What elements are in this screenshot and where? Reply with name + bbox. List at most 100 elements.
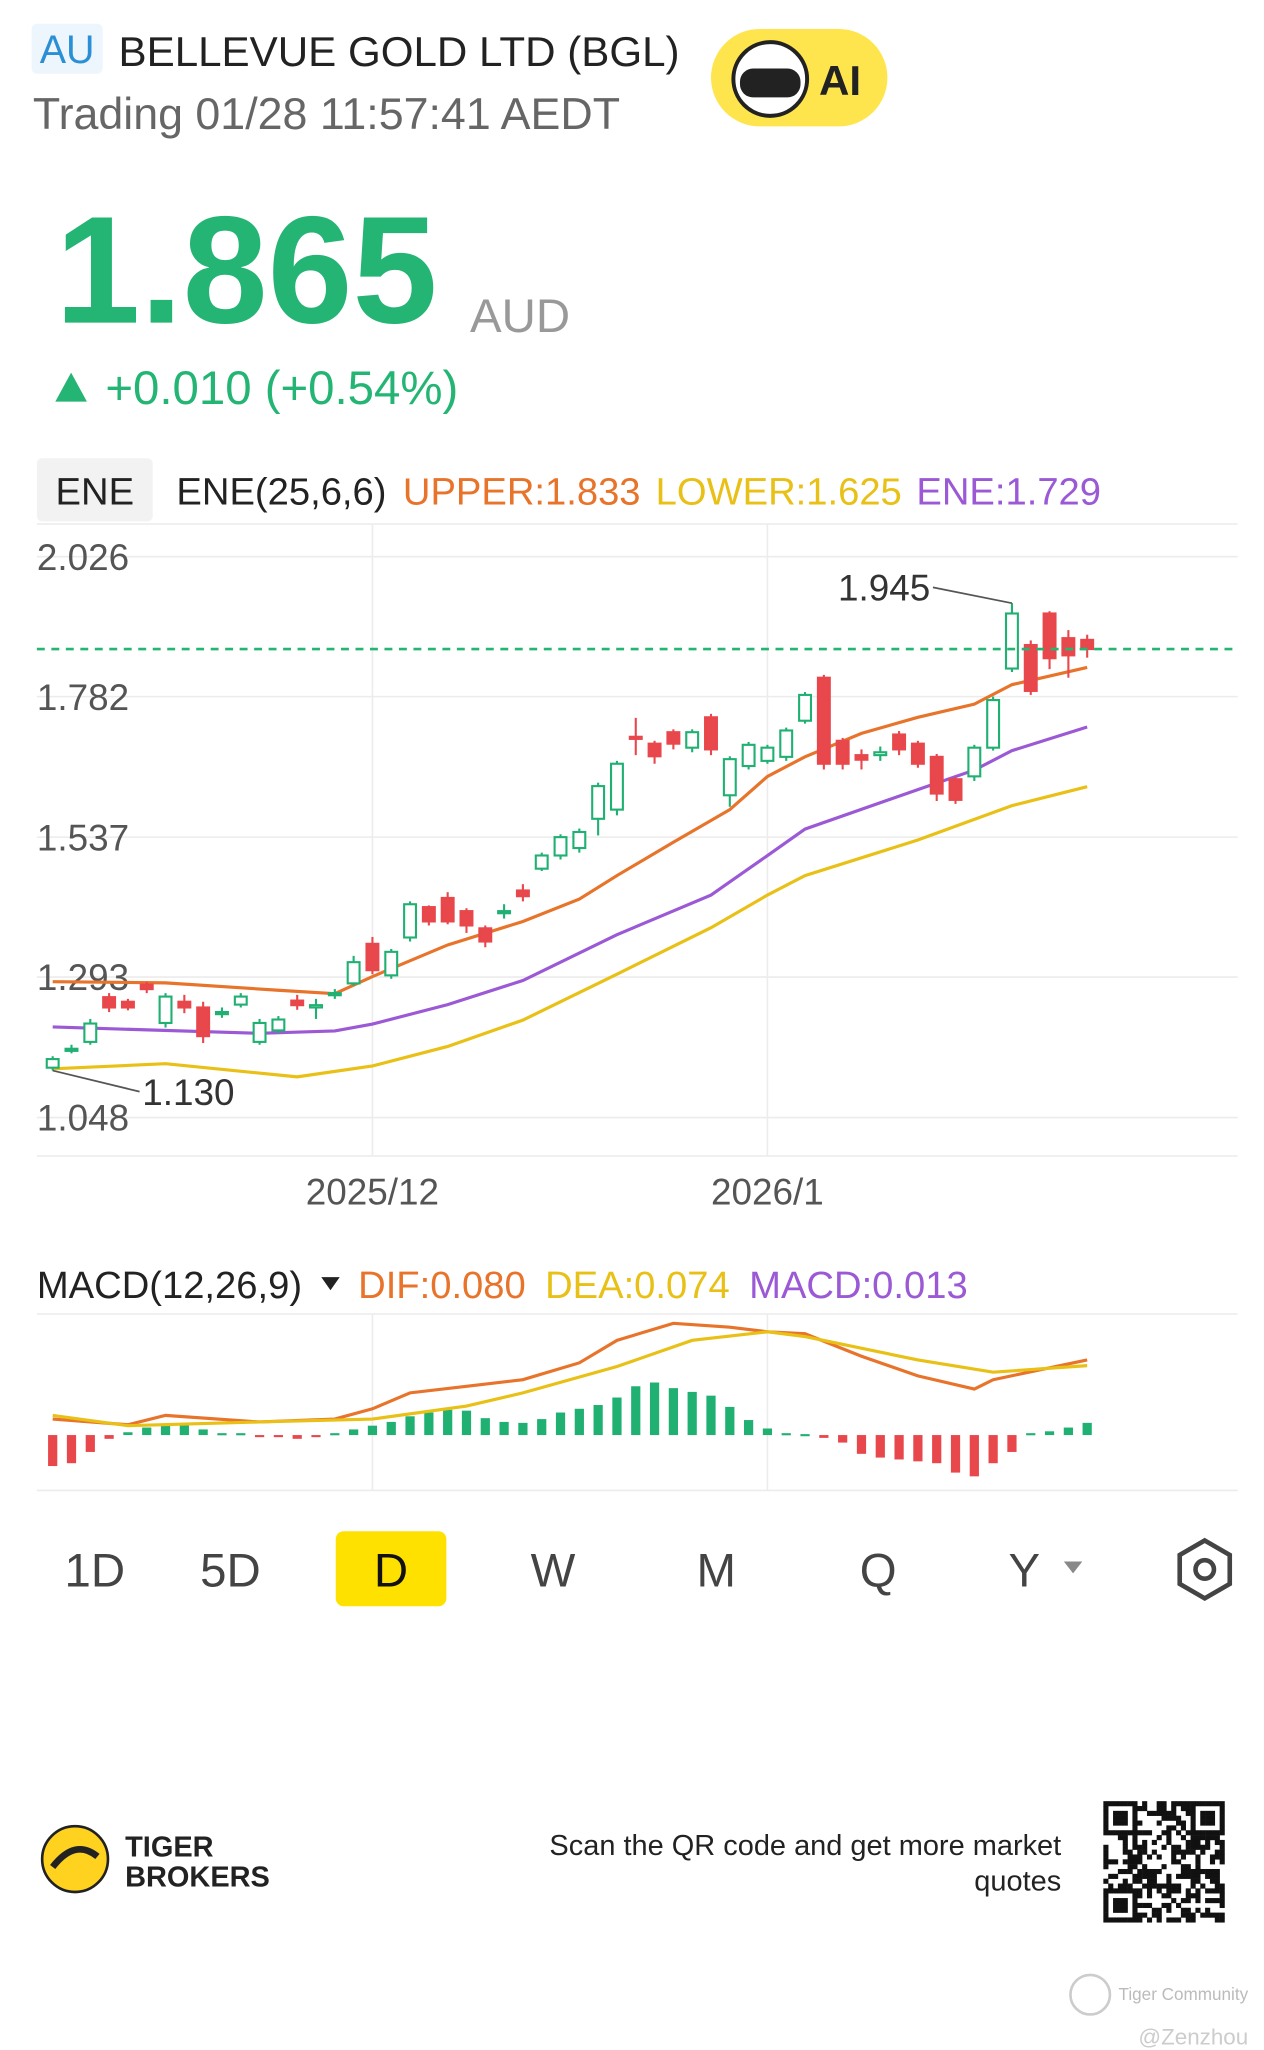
qr-module bbox=[1166, 1902, 1172, 1909]
settings-button[interactable] bbox=[1177, 1537, 1233, 1602]
qr-module bbox=[1127, 1854, 1133, 1860]
candle-body bbox=[534, 854, 549, 870]
macd-bar bbox=[424, 1412, 434, 1436]
qr-module bbox=[1190, 1893, 1196, 1899]
period-button[interactable]: Y bbox=[1009, 1545, 1041, 1598]
indicator-tab[interactable] bbox=[36, 458, 153, 522]
qr-module bbox=[1195, 1868, 1201, 1875]
period-button[interactable]: D bbox=[374, 1545, 408, 1598]
candle-body bbox=[1004, 612, 1019, 670]
candle-body bbox=[45, 1058, 60, 1069]
macd-bar bbox=[838, 1435, 848, 1443]
period-button[interactable]: M bbox=[697, 1545, 736, 1598]
qr-module bbox=[1185, 1888, 1191, 1894]
qr-module bbox=[1200, 1883, 1206, 1889]
qr-module bbox=[1171, 1859, 1177, 1865]
qr-module bbox=[1113, 1898, 1119, 1904]
macd-bar bbox=[405, 1416, 415, 1436]
macd-bar bbox=[273, 1435, 283, 1438]
indicator-line bbox=[52, 1330, 1088, 1428]
qr-module bbox=[1200, 1912, 1206, 1918]
macd-bar bbox=[631, 1386, 641, 1436]
qr-module bbox=[1142, 1844, 1148, 1850]
ai-label[interactable]: AI bbox=[819, 57, 861, 104]
macd-bar bbox=[85, 1435, 95, 1452]
qr-module bbox=[1156, 1912, 1162, 1918]
qr-module bbox=[1122, 1878, 1128, 1884]
ai-button[interactable]: AI bbox=[710, 28, 888, 127]
indicator-tab-label[interactable]: ENE bbox=[56, 470, 135, 513]
qr-module bbox=[1166, 1888, 1172, 1894]
qr-module bbox=[1205, 1898, 1211, 1904]
candle-body bbox=[139, 983, 154, 991]
community: Tiger Community bbox=[1119, 1985, 1249, 2004]
qr-module bbox=[1161, 1883, 1167, 1889]
settings-dot[interactable] bbox=[1193, 1557, 1217, 1581]
macd-bar bbox=[311, 1435, 321, 1438]
qr-module bbox=[1185, 1898, 1191, 1904]
qr-module bbox=[1166, 1917, 1172, 1923]
qr-module bbox=[1176, 1902, 1182, 1909]
qr-module bbox=[1146, 1917, 1153, 1923]
period-button[interactable]: Q bbox=[860, 1545, 897, 1598]
qr-module bbox=[1113, 1810, 1119, 1816]
qr-module bbox=[1195, 1835, 1201, 1841]
period-button[interactable]: 1D bbox=[65, 1545, 126, 1598]
qr-module bbox=[1214, 1835, 1220, 1841]
macd-bar bbox=[1026, 1433, 1036, 1436]
qr-module bbox=[1219, 1912, 1225, 1918]
qr-module bbox=[1219, 1849, 1225, 1855]
annotation-leader bbox=[932, 586, 1013, 605]
qr-module bbox=[1185, 1873, 1191, 1879]
qr-module bbox=[1190, 1806, 1196, 1812]
macd-bar bbox=[480, 1418, 490, 1436]
qr-module bbox=[1190, 1801, 1196, 1807]
qr-module bbox=[1200, 1830, 1206, 1836]
candle-body bbox=[948, 778, 963, 801]
qr-module bbox=[1113, 1859, 1119, 1865]
macd-bar bbox=[913, 1435, 923, 1462]
qr-module bbox=[1166, 1907, 1172, 1913]
qr-module bbox=[1185, 1806, 1191, 1812]
brand-line: TIGER bbox=[125, 1831, 214, 1863]
period-button[interactable]: W bbox=[531, 1545, 576, 1598]
qr-module bbox=[1103, 1806, 1109, 1812]
qr-module bbox=[1122, 1907, 1128, 1913]
qr-module bbox=[1214, 1898, 1220, 1904]
candle-body bbox=[967, 746, 982, 778]
qr-module bbox=[1117, 1835, 1123, 1841]
qr-module bbox=[1171, 1917, 1177, 1923]
ai-icon-face[interactable] bbox=[739, 68, 801, 98]
period-highlight[interactable] bbox=[335, 1531, 447, 1607]
qr-module bbox=[1209, 1873, 1216, 1879]
qr-module bbox=[1132, 1830, 1138, 1836]
qr-module bbox=[1185, 1893, 1191, 1899]
period-button[interactable]: 5D bbox=[200, 1545, 261, 1598]
qr-module bbox=[1122, 1801, 1128, 1807]
change: +0.010 (+0.54%) bbox=[105, 362, 458, 415]
legend-dea: DEA:0.074 bbox=[545, 1264, 730, 1307]
macd-dropdown[interactable] bbox=[321, 1277, 340, 1291]
qr-module bbox=[1219, 1830, 1225, 1836]
qr-module bbox=[1108, 1873, 1114, 1879]
qr-module bbox=[1166, 1815, 1172, 1821]
candle-body bbox=[459, 910, 474, 927]
qr-module bbox=[1161, 1844, 1167, 1850]
qr-module bbox=[1166, 1835, 1172, 1841]
qr-module bbox=[1190, 1849, 1196, 1855]
qr-module bbox=[1176, 1801, 1182, 1807]
qr-module bbox=[1132, 1888, 1138, 1894]
qr-module bbox=[1146, 1888, 1153, 1894]
macd-title[interactable]: MACD(12,26,9) bbox=[37, 1264, 302, 1307]
macd-bar bbox=[217, 1433, 227, 1436]
qr-module bbox=[1108, 1859, 1114, 1865]
settings-hex[interactable] bbox=[1177, 1537, 1233, 1602]
candle-body bbox=[741, 743, 756, 768]
macd-bar bbox=[574, 1408, 584, 1436]
qr-module bbox=[1176, 1859, 1182, 1865]
qr-module bbox=[1195, 1844, 1201, 1850]
macd-bar bbox=[123, 1432, 133, 1436]
macd-bar bbox=[142, 1427, 152, 1436]
period-dropdown[interactable] bbox=[1063, 1561, 1083, 1574]
qr-module bbox=[1185, 1917, 1191, 1923]
